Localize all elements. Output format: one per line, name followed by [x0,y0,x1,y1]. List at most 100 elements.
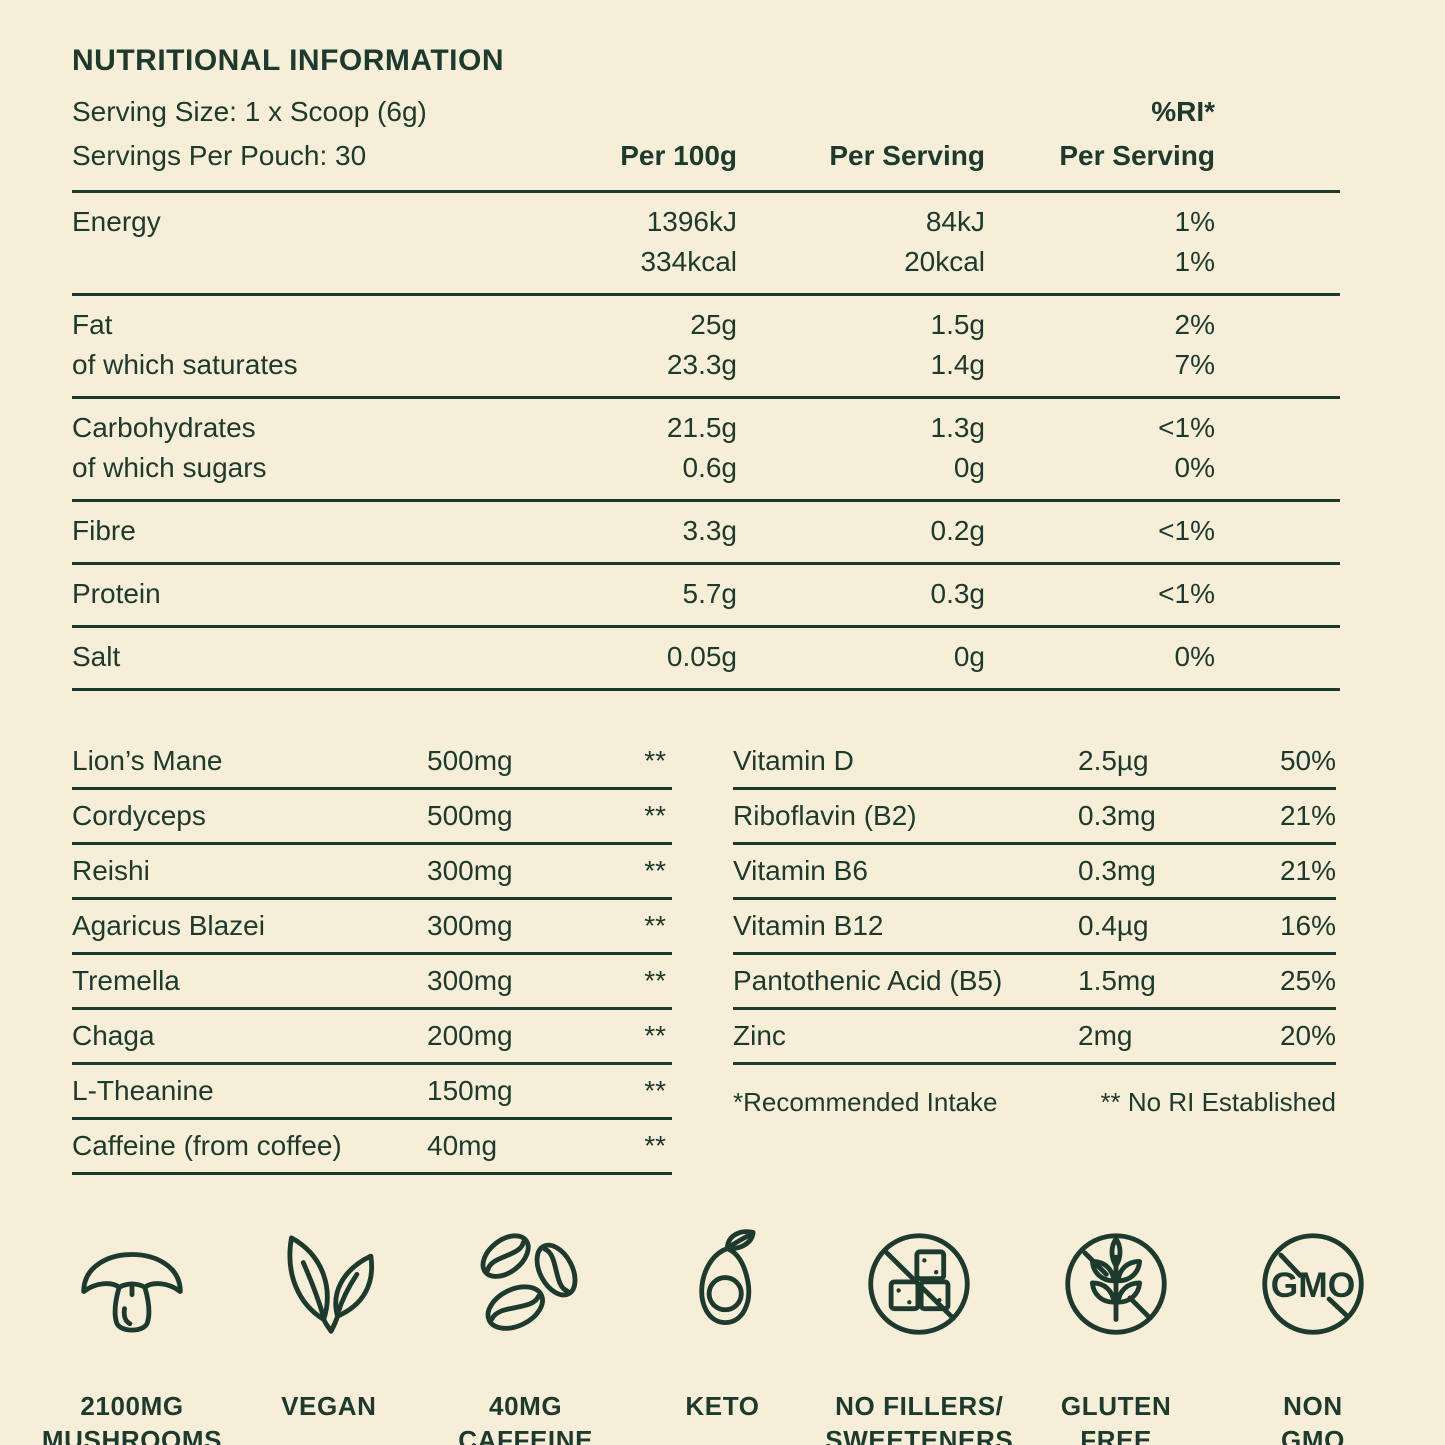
vitamin-label: Zinc [733,1020,786,1051]
per-serving-value: 1.4g [930,349,986,380]
leaves-icon [287,1235,374,1334]
table-row: Chaga 200mg ** [72,1010,672,1065]
nutrient-label: of which saturates [72,349,298,380]
amount-value: 2mg [1078,1020,1133,1051]
ri-value: 0% [1174,641,1215,672]
badge-label: KETO [685,1391,760,1421]
vitamin-label: Vitamin B6 [733,855,868,886]
per-100g-value: 21.5g [666,412,737,443]
per-100g-value: 1396kJ [646,206,737,237]
ri-value: 7% [1174,349,1215,380]
badge-label: 40MG CAFFEINE [458,1391,594,1445]
badge-label: NON GMO [1281,1391,1345,1445]
nutrient-label: of which sugars [72,452,267,483]
nutrition-table-header: Serving Size: 1 x Scoop (6g) %RI* Servin… [72,90,1340,193]
column-ri-per-serving-label: Per Serving [1059,140,1215,171]
table-row: Cordyceps 500mg ** [72,790,672,845]
badge-label: GLUTEN FREE [1060,1391,1172,1445]
badge-mushrooms: 2100MG MUSHROOMS [34,1225,230,1445]
vitamin-label: Vitamin D [733,745,854,776]
amount-value: 300mg [427,855,513,886]
table-row: Vitamin D 2.5µg 50% [733,735,1336,790]
vitamin-label: Vitamin B12 [733,910,884,941]
page-title: NUTRITIONAL INFORMATION [72,44,505,77]
amount-value: 0.4µg [1078,910,1149,941]
table-row-protein: Protein 5.7g 0.3g <1% [72,565,1340,628]
per-100g-value: 25g [690,309,737,340]
ri-value: ** [644,910,666,941]
per-100g-value: 23.3g [666,349,737,380]
ri-value: <1% [1158,515,1215,546]
table-row: Vitamin B12 0.4µg 16% [733,900,1336,955]
table-row: Agaricus Blazei 300mg ** [72,900,672,955]
column-per-100g-label: Per 100g [620,140,737,171]
badge-gluten-free: GLUTEN FREE [1018,1225,1214,1445]
per-serving-value: 0.3g [930,578,986,609]
badge-vegan: VEGAN [231,1225,427,1445]
table-row-carbohydrates: Carbohydrates 21.5g 1.3g <1% of which su… [72,399,1340,502]
per-serving-value: 20kcal [904,246,985,277]
amount-value: 0.3mg [1078,855,1156,886]
ri-value: 20% [1279,1020,1336,1051]
per-serving-value: 0g [953,452,985,483]
nutrient-label: Protein [72,578,161,609]
per-100g-value: 0.6g [682,452,738,483]
no-sugar-cubes-icon [868,1233,970,1335]
amount-value: 0.3mg [1078,800,1156,831]
amount-value: 1.5mg [1078,965,1156,996]
ri-value: ** [644,855,666,886]
ingredient-label: Agaricus Blazei [72,910,265,941]
table-row: Reishi 300mg ** [72,845,672,900]
nutrition-table: Serving Size: 1 x Scoop (6g) %RI* Servin… [72,90,1340,691]
ri-value: 21% [1279,855,1336,886]
vitamin-label: Riboflavin (B2) [733,800,917,831]
table-row: Vitamin B6 0.3mg 21% [733,845,1336,900]
nutrient-label: Carbohydrates [72,412,256,443]
nutrient-label: Fat [72,309,113,340]
per-serving-value: 0.2g [930,515,986,546]
svg-text:GMO: GMO [1271,1265,1356,1305]
table-row-fibre: Fibre 3.3g 0.2g <1% [72,502,1340,565]
ri-value: 2% [1174,309,1215,340]
badge-row: 2100MG MUSHROOMS VEGAN [0,1225,1445,1445]
badge-caffeine: 40MG CAFFEINE [428,1225,624,1445]
per-100g-value: 3.3g [682,515,738,546]
ri-value: ** [644,1130,666,1161]
mushroom-icon [81,1252,183,1333]
table-row-energy: Energy 1396kJ 84kJ 1% 334kcal 20kcal 1% [72,193,1340,296]
ri-value: 50% [1279,745,1336,776]
per-serving-value: 84kJ [925,206,985,237]
nutrient-label: Salt [72,641,121,672]
actives-table: Lion’s Mane 500mg ** Cordyceps 500mg ** … [72,735,672,1175]
table-row-salt: Salt 0.05g 0g 0% [72,628,1340,691]
no-gmo-icon: GMO [1262,1233,1364,1335]
column-ri-top-label: %RI* [1151,96,1215,127]
ri-value: ** [644,965,666,996]
ri-value: 0% [1174,452,1215,483]
ingredient-label: Caffeine (from coffee) [72,1130,342,1161]
nutrient-label: Fibre [72,515,136,546]
ingredient-label: L-Theanine [72,1075,214,1106]
ri-value: 21% [1279,800,1336,831]
nutrient-label: Energy [72,206,161,237]
amount-value: 500mg [427,800,513,831]
ri-value: <1% [1158,578,1215,609]
amount-value: 500mg [427,745,513,776]
badge-label: 2100MG MUSHROOMS [41,1391,223,1445]
badge-keto: KETO [624,1225,820,1445]
table-row: Zinc 2mg 20% [733,1010,1336,1065]
ingredient-label: Tremella [72,965,180,996]
per-serving-value: 1.3g [930,412,986,443]
column-per-serving-label: Per Serving [829,140,985,171]
footnote-no-ri: ** No RI Established [1100,1087,1336,1117]
amount-value: 2.5µg [1078,745,1149,776]
per-100g-value: 334kcal [640,246,737,277]
amount-value: 150mg [427,1075,513,1106]
table-row: Lion’s Mane 500mg ** [72,735,672,790]
ri-value: ** [644,1075,666,1106]
coffee-beans-icon [480,1233,578,1331]
ingredient-label: Reishi [72,855,150,886]
table-row: L-Theanine 150mg ** [72,1065,672,1120]
ri-value: 1% [1174,206,1215,237]
no-gluten-icon [1065,1233,1167,1335]
